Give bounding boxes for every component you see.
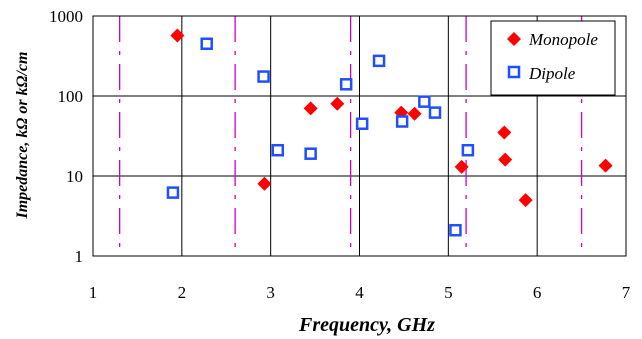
monopole-point — [454, 159, 469, 174]
reference-lines — [119, 16, 583, 256]
monopole-point — [407, 106, 422, 121]
y-tick-label: 1000 — [49, 7, 83, 26]
x-tick-label: 2 — [178, 283, 187, 302]
monopole-point — [303, 101, 318, 116]
legend-marker-monopole — [507, 32, 521, 46]
dipole-point — [461, 143, 475, 157]
x-tick-label: 1 — [89, 283, 98, 302]
x-tick-label: 3 — [266, 283, 275, 302]
dipole-point — [355, 117, 369, 130]
legend: Monopole Dipole — [490, 20, 616, 96]
dipole-point — [200, 37, 213, 50]
dipole-point — [166, 186, 180, 199]
x-tick-label: 7 — [622, 283, 631, 302]
dipole-point — [372, 54, 386, 68]
data-points — [166, 28, 613, 237]
dipole-point — [257, 70, 270, 83]
dipole-point — [418, 95, 431, 108]
y-tick-label: 100 — [58, 87, 84, 106]
y-tick-label: 10 — [66, 167, 83, 186]
monopole-point — [170, 28, 185, 43]
legend-label-monopole: Monopole — [528, 30, 598, 49]
monopole-point — [518, 193, 533, 208]
tick-labels: 1 2 3 4 5 6 7 1 10 100 1000 — [49, 7, 631, 302]
dipole-point — [428, 106, 442, 119]
dipole-point — [304, 147, 317, 160]
legend-label-dipole: Dipole — [528, 64, 576, 83]
monopole-point — [498, 152, 513, 167]
monopole-point — [257, 176, 272, 191]
x-tick-label: 4 — [355, 283, 364, 302]
monopole-point — [330, 96, 345, 111]
y-axis-title: Impedance, kΩ or kΩ/cm — [14, 52, 31, 220]
y-tick-label: 1 — [75, 247, 84, 266]
x-axis-title: Frequency, GHz — [298, 314, 435, 336]
legend-marker-dipole — [507, 65, 521, 79]
dipole-point — [395, 115, 409, 128]
x-tick-label: 5 — [444, 283, 453, 302]
dipole-point — [271, 143, 285, 157]
dipole-point — [339, 78, 353, 91]
monopole-point — [598, 158, 613, 173]
monopole-point — [497, 125, 512, 140]
legend-box — [490, 20, 616, 96]
dipole-point — [449, 223, 462, 237]
plot-area-border — [92, 15, 627, 257]
x-tick-label: 6 — [533, 283, 542, 302]
